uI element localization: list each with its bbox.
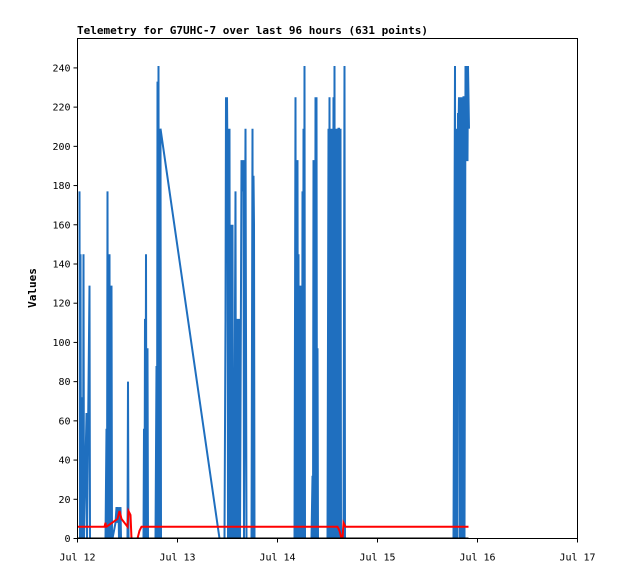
y-tick-label: 80	[58, 377, 70, 388]
y-tick-label: 120	[52, 299, 70, 310]
plot-frame	[77, 38, 578, 539]
y-tick-label: 220	[52, 103, 70, 114]
x-tick-label: Jul 13	[159, 553, 195, 564]
y-tick-label: 160	[52, 220, 70, 231]
x-tick-label: Jul 17	[559, 553, 595, 564]
series-line-2	[77, 507, 469, 539]
y-tick-label: 100	[52, 338, 70, 349]
x-tick-label: Jul 14	[259, 553, 295, 564]
y-tick-label: 40	[58, 456, 70, 467]
y-axis-label: Values	[26, 268, 39, 308]
series-line-1	[78, 65, 470, 539]
series-layer	[77, 65, 470, 539]
y-tick-label: 60	[58, 416, 70, 427]
chart-title: Telemetry for G7UHC-7 over last 96 hours…	[77, 24, 428, 37]
x-tick-label: Jul 12	[59, 553, 95, 564]
y-tick-label: 200	[52, 142, 70, 153]
x-tick-label: Jul 15	[359, 553, 395, 564]
y-tick-label: 0	[64, 534, 70, 545]
x-tick-label: Jul 16	[459, 553, 495, 564]
x-axis: Jul 12 Jul 13 Jul 14 Jul 15 Jul 16 Jul 17	[59, 538, 596, 564]
y-tick-label: 20	[58, 495, 70, 506]
y-tick-label: 180	[52, 181, 70, 192]
y-axis: 0 20 40 60 80 100 120 140 160 180 200 220 240	[52, 63, 78, 545]
y-tick-label: 140	[52, 259, 70, 270]
y-tick-label: 240	[52, 63, 70, 74]
